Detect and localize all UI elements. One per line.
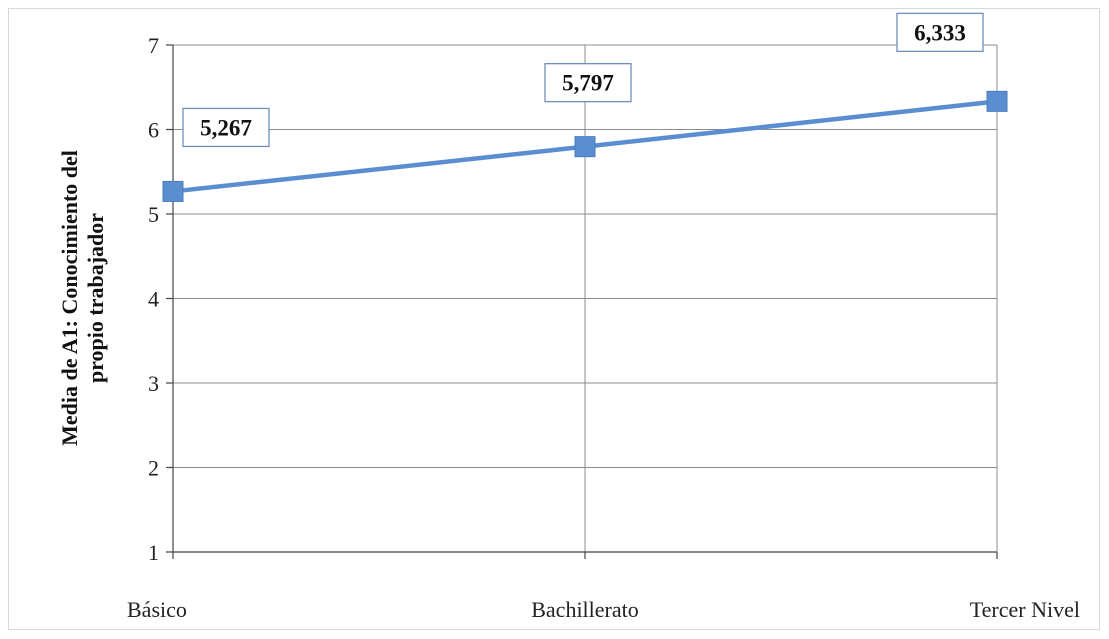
x-tick-label: Bachillerato xyxy=(531,597,639,622)
y-tick-label: 6 xyxy=(148,118,159,143)
axes xyxy=(166,44,998,559)
data-label-text: 5,797 xyxy=(562,71,614,96)
data-label-box xyxy=(544,63,632,103)
y-tick-label: 4 xyxy=(148,287,159,312)
y-tick-labels: 1 2 3 4 5 6 7 xyxy=(148,33,159,565)
x-tick-label: Tercer Nivel xyxy=(970,597,1080,622)
data-marker xyxy=(574,136,596,158)
y-axis-label-line-1: Media de A1: Conocimiento del xyxy=(57,150,82,446)
data-label: 5,797 xyxy=(544,63,632,103)
data-label-box xyxy=(182,107,270,148)
x-tick-label: Básico xyxy=(127,597,187,622)
series xyxy=(162,90,1008,202)
x-tick-labels: Básico Bachillerato Tercer Nivel xyxy=(127,597,1080,622)
data-label: 6,333 xyxy=(896,12,984,53)
data-label-text: 5,267 xyxy=(200,115,252,140)
data-label-box xyxy=(896,12,984,53)
data-marker xyxy=(986,90,1008,112)
y-axis-label-line-2: propio trabajador xyxy=(83,213,108,383)
y-tick-label: 3 xyxy=(148,371,159,396)
y-tick-label: 1 xyxy=(148,540,159,565)
y-tick-label: 5 xyxy=(148,202,159,227)
grid xyxy=(173,44,998,552)
y-tick-label: 7 xyxy=(148,33,159,58)
data-label: 5,267 xyxy=(182,107,270,148)
data-marker xyxy=(162,180,184,202)
data-label-text: 6,333 xyxy=(914,20,966,45)
y-tick-label: 2 xyxy=(148,456,159,481)
data-labels: 5,267 5,797 6,333 xyxy=(182,12,984,148)
